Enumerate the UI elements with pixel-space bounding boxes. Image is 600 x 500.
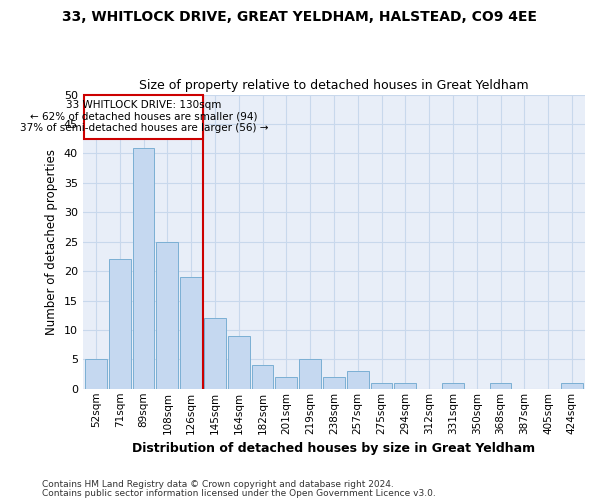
- Text: 33, WHITLOCK DRIVE, GREAT YELDHAM, HALSTEAD, CO9 4EE: 33, WHITLOCK DRIVE, GREAT YELDHAM, HALST…: [62, 10, 538, 24]
- X-axis label: Distribution of detached houses by size in Great Yeldham: Distribution of detached houses by size …: [133, 442, 535, 455]
- Bar: [394, 383, 416, 389]
- Bar: [157, 242, 178, 389]
- Bar: [323, 377, 345, 389]
- Bar: [180, 277, 202, 389]
- Title: Size of property relative to detached houses in Great Yeldham: Size of property relative to detached ho…: [139, 79, 529, 92]
- FancyBboxPatch shape: [85, 94, 203, 138]
- Text: 33 WHITLOCK DRIVE: 130sqm
← 62% of detached houses are smaller (94)
37% of semi-: 33 WHITLOCK DRIVE: 130sqm ← 62% of detac…: [20, 100, 268, 133]
- Bar: [561, 383, 583, 389]
- Bar: [228, 336, 250, 389]
- Text: Contains public sector information licensed under the Open Government Licence v3: Contains public sector information licen…: [42, 489, 436, 498]
- Text: Contains HM Land Registry data © Crown copyright and database right 2024.: Contains HM Land Registry data © Crown c…: [42, 480, 394, 489]
- Bar: [490, 383, 511, 389]
- Bar: [347, 371, 368, 389]
- Bar: [204, 318, 226, 389]
- Bar: [371, 383, 392, 389]
- Bar: [85, 360, 107, 389]
- Bar: [251, 365, 274, 389]
- Bar: [275, 377, 297, 389]
- Y-axis label: Number of detached properties: Number of detached properties: [45, 148, 58, 334]
- Bar: [299, 360, 321, 389]
- Bar: [109, 260, 131, 389]
- Bar: [133, 148, 154, 389]
- Bar: [442, 383, 464, 389]
